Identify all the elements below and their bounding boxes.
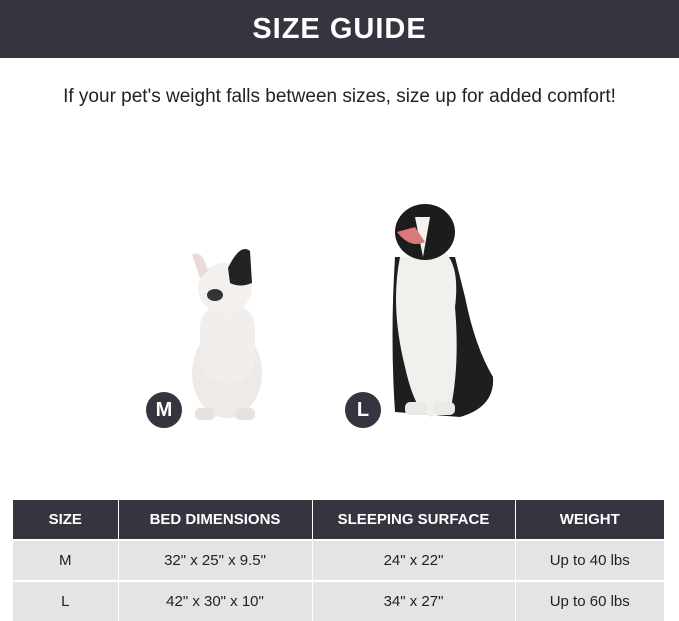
cell-bed-dimensions: 42" x 30" x 10" [118, 580, 313, 621]
header-weight: WEIGHT [515, 500, 664, 540]
subtitle: If your pet's weight falls between sizes… [63, 86, 616, 107]
border-collie-image [392, 204, 494, 417]
table-row: L 42" x 30" x 10" 34" x 27" Up to 60 lbs [13, 580, 664, 621]
page-title: SIZE GUIDE [252, 12, 427, 45]
size-badge-large: L [343, 390, 383, 430]
french-bulldog-image [192, 249, 262, 420]
table-header-row: SIZE BED DIMENSIONS SLEEPING SURFACE WEI… [13, 500, 664, 540]
title-banner: SIZE GUIDE [0, 0, 679, 58]
cell-size: L [13, 580, 119, 621]
table-row: M 32" x 25" x 9.5" 24" x 22" Up to 40 lb… [13, 539, 664, 581]
header-sleeping-surface: SLEEPING SURFACE [312, 500, 516, 540]
cell-size: M [13, 539, 119, 581]
cell-bed-dimensions: 32" x 25" x 9.5" [118, 539, 313, 581]
header-size: SIZE [13, 500, 119, 540]
size-badge-medium: M [144, 390, 184, 430]
cell-sleeping-surface: 34" x 27" [312, 580, 516, 621]
size-table: SIZE BED DIMENSIONS SLEEPING SURFACE WEI… [13, 500, 664, 621]
cell-weight: Up to 40 lbs [515, 539, 664, 581]
cell-weight: Up to 60 lbs [515, 580, 664, 621]
header-bed-dimensions: BED DIMENSIONS [118, 500, 313, 540]
cell-sleeping-surface: 24" x 22" [312, 539, 516, 581]
